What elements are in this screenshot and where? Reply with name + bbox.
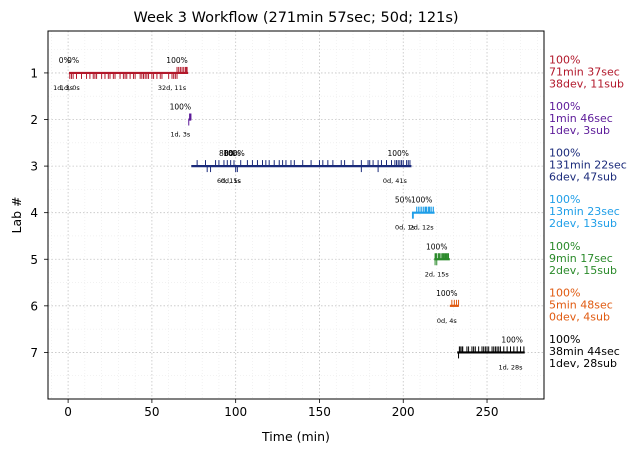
y-tick-label: 5 (30, 253, 38, 267)
summary-line: 1dev, 28sub (549, 357, 617, 370)
summary-line: 2dev, 13sub (549, 217, 617, 230)
chart-title: Week 3 Workflow (271min 57sec; 50d; 121s… (133, 10, 458, 26)
progress-label: 80% (219, 149, 236, 158)
lab-5-timeline: 100% 2d, 15s (425, 242, 450, 278)
summary-line: 71min 37sec (549, 65, 620, 78)
count-label: 1d, 3s (53, 84, 74, 92)
progress-label: 80% (224, 149, 241, 158)
x-tick-label: 100 (224, 405, 247, 419)
x-axis-label: Time (min) (261, 429, 330, 444)
count-label: 0d, 1s (395, 224, 416, 232)
progress-label: 100% (426, 242, 447, 251)
y-axis-label: Lab # (9, 196, 24, 233)
summary-line: 100% (549, 333, 580, 346)
count-label: 0d, 4s (437, 317, 458, 325)
count-label: 1d, 3s (170, 131, 191, 139)
summary-line: 38min 44sec (549, 345, 620, 358)
lab-7-timeline: 100% 1d, 28s (457, 335, 525, 371)
grid (48, 31, 544, 399)
lab-2-timeline: 100% 1d, 3s (170, 103, 192, 139)
y-tick-label: 6 (30, 299, 38, 313)
progress-label: 0% (67, 56, 79, 65)
summary-line: 1min 46sec (549, 112, 613, 125)
count-label: 1d, 0s (60, 84, 81, 92)
progress-label: 100% (387, 149, 408, 158)
progress-label: 100% (436, 289, 457, 298)
x-tick-label: 150 (308, 405, 331, 419)
summary-line: 131min 22sec (549, 159, 627, 172)
axes: 0 50 100 150 200 250 1 2 3 4 5 6 7 (30, 66, 498, 419)
y-tick-label: 4 (30, 206, 38, 220)
y-tick-label: 1 (30, 66, 38, 80)
count-label: 0d, 41s (383, 177, 408, 185)
progress-label: 100% (170, 103, 191, 112)
summary-line: 100% (549, 53, 580, 66)
summary-line: 9min 17sec (549, 252, 613, 265)
progress-label: 0% (59, 56, 71, 65)
x-tick-label: 0 (64, 405, 72, 419)
summary-line: 100% (549, 147, 580, 160)
x-tick-label: 250 (476, 405, 499, 419)
summary-line: 13min 23sec (549, 205, 620, 218)
plot-frame (47, 30, 545, 400)
x-tick-label: 200 (392, 405, 415, 419)
summary-line: 5min 48sec (549, 298, 613, 311)
summary-line: 1dev, 3sub (549, 124, 610, 137)
summary-line: 6dev, 47sub (549, 171, 617, 184)
lab-6-timeline: 100% 0d, 4s (436, 289, 460, 325)
summary-line: 38dev, 11sub (549, 77, 624, 90)
progress-label: 50% (395, 196, 412, 205)
y-tick-label: 2 (30, 113, 38, 127)
y-tick-label: 3 (30, 160, 38, 174)
count-label: 0d, 1s (221, 177, 242, 185)
summary-line: 100% (549, 286, 580, 299)
count-label: 32d, 11s (158, 84, 187, 92)
count-label: 2d, 15s (425, 270, 450, 278)
progress-label: 100% (411, 196, 432, 205)
x-tick-label: 50 (144, 405, 159, 419)
count-label: 1d, 28s (498, 363, 523, 371)
summary-line: 2dev, 15sub (549, 264, 617, 277)
count-label: 2d, 12s (410, 224, 435, 232)
progress-label: 100% (223, 149, 244, 158)
summary-line: 100% (549, 240, 580, 253)
summary-line: 0dev, 4sub (549, 310, 610, 323)
progress-label: 100% (501, 335, 522, 344)
y-tick-label: 7 (30, 346, 38, 360)
summary-line: 100% (549, 100, 580, 113)
progress-label: 100% (166, 56, 187, 65)
summary-line: 100% (549, 193, 580, 206)
count-label: 6d, 15s (217, 177, 242, 185)
